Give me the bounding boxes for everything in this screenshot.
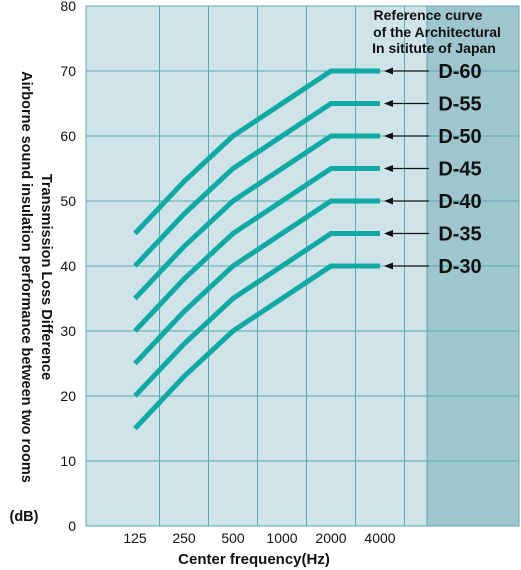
y-tick-label: 80 bbox=[60, 0, 76, 14]
series-label-d-50: D-50 bbox=[438, 126, 481, 148]
series-line-d-55 bbox=[133, 101, 380, 268]
annotation-line-3: In sititute of Japan bbox=[372, 40, 496, 56]
y-axis-unit: (dB) bbox=[10, 509, 39, 525]
series-line-d-40 bbox=[133, 198, 380, 366]
series-arrow-head bbox=[384, 197, 393, 205]
grid bbox=[86, 5, 519, 527]
y-axis-label-line-2: Transmission Loss Difference bbox=[38, 174, 54, 380]
series-line-d-60 bbox=[133, 68, 380, 236]
x-tick-label: 2000 bbox=[315, 530, 346, 546]
series-label-d-55: D-55 bbox=[438, 94, 481, 116]
series-line-d-35 bbox=[133, 231, 380, 398]
y-axis-ticks: 0 10 20 30 40 50 60 70 80 bbox=[60, 0, 76, 534]
series-lines bbox=[133, 68, 380, 431]
x-tick-label: 4000 bbox=[364, 530, 395, 546]
x-tick-label: 500 bbox=[221, 530, 245, 546]
series-label-d-60: D-60 bbox=[438, 61, 481, 83]
y-tick-label: 20 bbox=[60, 388, 76, 404]
y-tick-label: 60 bbox=[60, 128, 76, 144]
series-line-d-45 bbox=[133, 166, 380, 333]
series-arrow-head bbox=[384, 100, 393, 107]
series-line-d-50 bbox=[133, 133, 380, 301]
x-tick-label: 1000 bbox=[266, 530, 297, 546]
series-arrow-head bbox=[384, 132, 393, 140]
series-arrow-head bbox=[384, 262, 393, 270]
x-tick-label: 250 bbox=[172, 530, 196, 546]
series-labels: D-60 D-55 D-50 D-45 D-40 D-35 D-30 bbox=[438, 61, 481, 278]
x-tick-label: 125 bbox=[123, 530, 147, 546]
annotation-line-2: of the Architectural bbox=[373, 24, 501, 40]
y-axis-label-line-1: Airborne sound insulation performance be… bbox=[18, 71, 34, 483]
y-tick-label: 0 bbox=[68, 518, 76, 534]
series-label-d-35: D-35 bbox=[438, 224, 481, 246]
series-label-d-45: D-45 bbox=[438, 159, 481, 181]
series-label-d-30: D-30 bbox=[438, 256, 481, 278]
series-arrows bbox=[384, 67, 429, 270]
x-axis-label: Center frequency(Hz) bbox=[178, 551, 330, 568]
series-line-d-30 bbox=[133, 263, 380, 431]
series-arrow-head bbox=[384, 165, 393, 172]
reference-annotation: Reference curve of the Architectural In … bbox=[372, 7, 501, 56]
series-arrow-head bbox=[384, 67, 393, 75]
y-tick-label: 40 bbox=[60, 258, 76, 274]
series-label-d-40: D-40 bbox=[438, 191, 481, 213]
y-tick-label: 30 bbox=[60, 323, 76, 339]
series-arrow-head bbox=[384, 230, 393, 237]
x-axis-ticks: 125 250 500 1000 2000 4000 bbox=[123, 530, 395, 546]
y-tick-label: 50 bbox=[60, 193, 76, 209]
y-axis-label: Airborne sound insulation performance be… bbox=[18, 71, 54, 483]
y-tick-label: 70 bbox=[60, 63, 76, 79]
y-tick-label: 10 bbox=[60, 453, 76, 469]
annotation-line-1: Reference curve bbox=[374, 7, 483, 23]
